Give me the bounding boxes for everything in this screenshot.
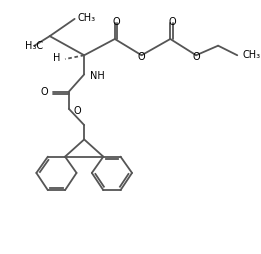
Text: CH₃: CH₃ <box>242 50 260 60</box>
Text: O: O <box>113 17 121 27</box>
Text: O: O <box>192 52 200 62</box>
Text: O: O <box>168 17 176 27</box>
Text: CH₃: CH₃ <box>78 13 96 23</box>
Text: O: O <box>40 87 48 97</box>
Text: H₃C: H₃C <box>25 41 43 51</box>
Text: O: O <box>74 106 81 116</box>
Text: H: H <box>53 53 60 63</box>
Text: O: O <box>138 52 145 62</box>
Text: NH: NH <box>90 71 105 81</box>
